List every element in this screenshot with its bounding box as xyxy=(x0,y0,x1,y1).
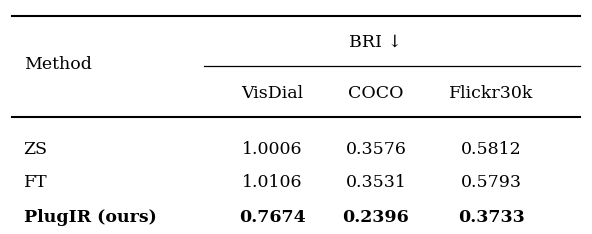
Text: BRI ↓: BRI ↓ xyxy=(349,34,403,51)
Text: FT: FT xyxy=(24,174,47,191)
Text: 0.5793: 0.5793 xyxy=(461,174,522,191)
Text: PlugIR (ours): PlugIR (ours) xyxy=(24,209,156,226)
Text: 0.5812: 0.5812 xyxy=(461,141,522,158)
Text: 1.0006: 1.0006 xyxy=(242,141,303,158)
Text: 0.3733: 0.3733 xyxy=(458,209,525,226)
Text: 0.3576: 0.3576 xyxy=(346,141,406,158)
Text: COCO: COCO xyxy=(348,85,404,102)
Text: Method: Method xyxy=(24,56,92,73)
Text: 0.7674: 0.7674 xyxy=(239,209,305,226)
Text: VisDial: VisDial xyxy=(242,85,303,102)
Text: 0.2396: 0.2396 xyxy=(343,209,409,226)
Text: Flickr30k: Flickr30k xyxy=(449,85,533,102)
Text: ZS: ZS xyxy=(24,141,48,158)
Text: 1.0106: 1.0106 xyxy=(242,174,303,191)
Text: 0.3531: 0.3531 xyxy=(346,174,406,191)
